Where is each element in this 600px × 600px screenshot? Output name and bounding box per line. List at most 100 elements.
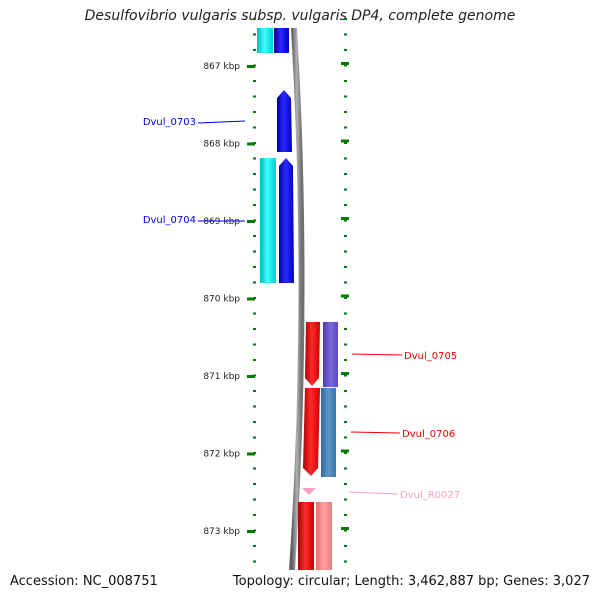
minor-tick-right [344,49,347,51]
minor-tick-left [253,80,256,82]
major-ticks: 867 kbp 868 kbp 869 kbp 870 kbp 871 kbp 872 k… [203,62,349,537]
minor-tick-right [344,483,347,485]
minor-tick-right [344,188,347,191]
major-tick-right [341,372,349,375]
minor-tick-left [253,514,256,516]
forward-cds-track [274,28,294,283]
major-tick-right [341,139,349,143]
cds-blue-top[interactable] [274,28,289,53]
minor-tick-left [253,436,256,439]
reverse-orf-track [316,322,338,570]
minor-tick-left [253,33,256,36]
tick-label: 873 kbp [203,527,240,537]
orf-pink-bottom[interactable] [316,502,332,570]
minor-tick-right [344,498,347,501]
minor-tick-right [344,421,347,423]
minor-tick-left [253,545,256,547]
tick-label: 867 kbp [203,62,240,72]
minor-tick-right [344,405,347,408]
minor-tick-left [253,235,256,237]
cds-dvul-0705[interactable] [305,322,320,386]
cds-red-bottom[interactable] [298,502,314,570]
major-tick-left [247,530,255,533]
cds-dvul-0704[interactable] [279,158,294,283]
gene-label-dvul-r0027[interactable]: Dvul_R0027 [400,490,460,501]
minor-tick-right [344,390,347,392]
minor-tick-right [344,266,347,268]
major-tick-right [341,62,349,65]
minor-tick-left [253,405,256,408]
gene-label-dvul-0703[interactable]: Dvul_0703 [143,117,196,128]
minor-tick-right [344,111,347,113]
map-title: Desulfovibrio vulgaris subsp. vulgaris D… [84,8,516,24]
tick-label: 872 kbp [203,450,240,460]
orf-steel[interactable] [321,388,336,477]
minor-tick-left [253,204,256,206]
minor-tick-left [253,421,256,423]
minor-tick-right [344,173,347,175]
minor-tick-right [344,64,347,67]
minor-tick-right [344,312,347,315]
major-tick-right [341,449,349,453]
major-tick-left [247,220,255,223]
minor-tick-right [344,529,347,532]
minor-tick-right [344,545,347,547]
major-tick-left [247,297,255,301]
minor-tick-right [344,514,347,516]
minor-tick-left [253,328,256,330]
minor-tick-right [344,374,347,377]
minor-tick-right [344,95,347,98]
major-tick-right [341,527,349,530]
minor-tick-right [344,328,347,330]
reverse-cds-track [298,322,320,570]
major-tick-left [247,452,255,456]
minor-tick-right [344,467,347,470]
minor-tick-right [344,250,347,253]
orf-purple[interactable] [323,322,338,387]
minor-tick-right [344,281,347,284]
minor-tick-left [253,18,256,20]
minor-tick-right [344,33,347,36]
cds-dvul-0706[interactable] [303,388,320,476]
minor-tick-left [253,111,256,113]
accession-text: Accession: NC_008751 [10,574,158,589]
minor-tick-left [253,173,256,175]
minor-tick-left [253,281,256,284]
genome-map[interactable]: 867 kbp 868 kbp 869 kbp 870 kbp 871 kbp 872 k… [0,0,600,570]
minor-tick-right [344,126,347,129]
minor-tick-right [344,452,347,454]
major-tick-right [341,217,349,220]
minor-tick-left [253,126,256,129]
tick-label: 868 kbp [203,140,240,150]
orf-cyan-middle[interactable] [260,158,276,283]
gene-label-dvul-0705[interactable]: Dvul_0705 [404,351,457,362]
gene-leader-line [197,120,246,124]
cds-dvul-0703[interactable] [277,90,292,152]
minor-tick-left [253,95,256,98]
minor-tick-left [253,343,256,346]
gene-labels: Dvul_0703 Dvul_0704 Dvul_0705 Dvul_0706 Dvul… [143,117,460,501]
orf-cyan-top[interactable] [257,28,273,53]
minor-tick-right [344,297,347,299]
gene-label-dvul-0704[interactable]: Dvul_0704 [143,215,196,226]
minor-tick-right [344,18,347,20]
minor-tick-left [253,157,256,160]
gene-label-dvul-0706[interactable]: Dvul_0706 [402,429,455,440]
minor-tick-right [344,560,347,563]
minor-tick-left [253,483,256,485]
minor-tick-left [253,359,256,361]
tick-label: 871 kbp [203,372,240,382]
major-tick-left [247,65,255,68]
minor-tick-left [253,188,256,191]
tick-label: 869 kbp [203,217,240,227]
minor-tick-left [253,49,256,51]
minor-tick-left [253,390,256,392]
major-tick-right [341,294,349,298]
rrna-dvul-r0027[interactable] [302,488,316,495]
minor-tick-right [344,142,347,144]
minor-tick-left [253,498,256,501]
genome-info-text: Topology: circular; Length: 3,462,887 bp… [232,574,590,589]
minor-tick-left [253,250,256,253]
minor-tick-right [344,204,347,206]
minor-tick-left [253,312,256,315]
